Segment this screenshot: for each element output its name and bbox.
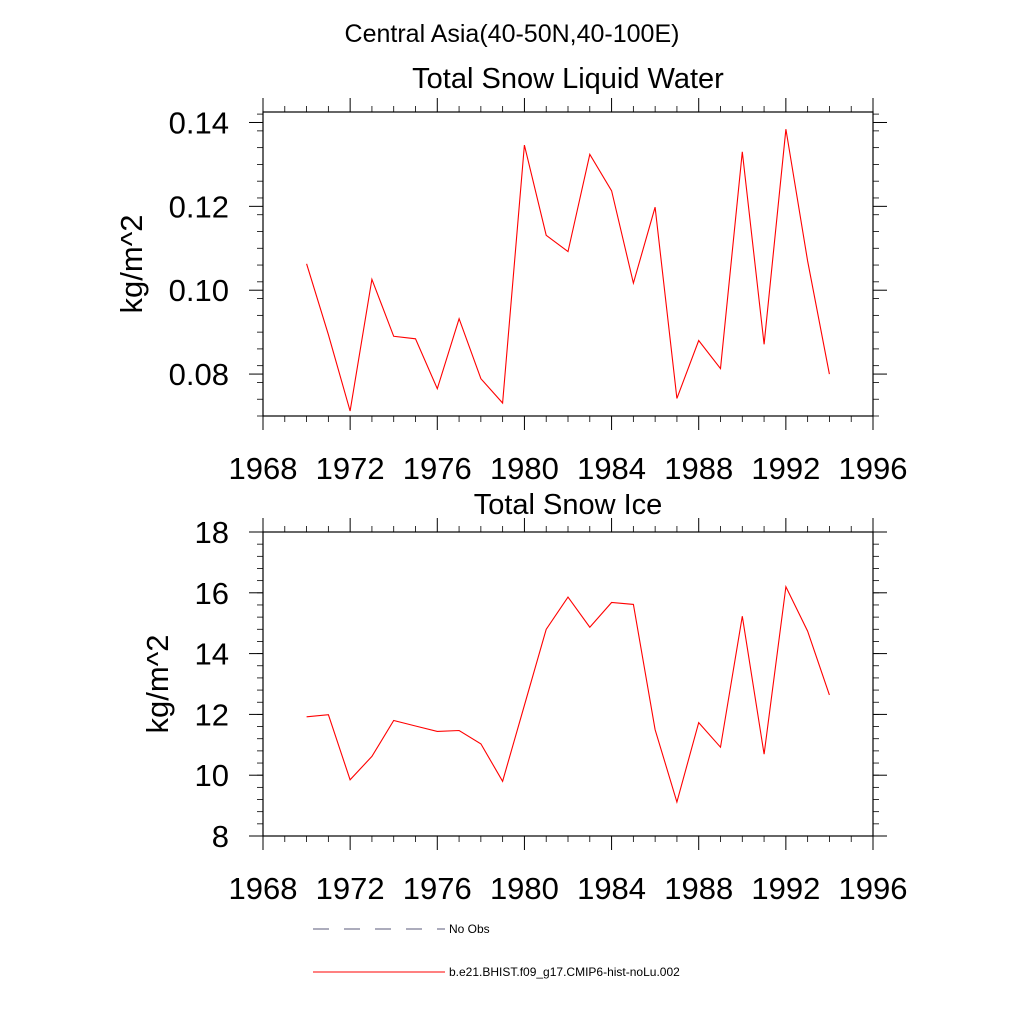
plot-frame	[262, 531, 874, 837]
x-tick-label: 1972	[316, 451, 385, 486]
series-line-1	[306, 584, 830, 804]
plot-frame	[262, 111, 874, 417]
y-tick-label: 0.08	[169, 357, 229, 392]
x-tick-label: 1972	[316, 871, 385, 906]
x-tick-label: 1968	[229, 871, 298, 906]
chart-title: Total Snow Liquid Water	[412, 63, 724, 95]
y-axis-label: kg/m^2	[140, 635, 175, 734]
series-line-1	[306, 129, 830, 412]
legend: No Obs b.e21.BHIST.f09_g17.CMIP6-hist-noL…	[313, 922, 680, 979]
x-tick-label: 1992	[751, 451, 820, 486]
x-tick-label: 1984	[577, 871, 646, 906]
y-axis-label: kg/m^2	[114, 215, 149, 314]
x-tick-label: 1992	[751, 871, 820, 906]
y-tick-label: 0.10	[169, 273, 229, 308]
y-tick-label: 12	[195, 697, 229, 732]
y-tick-label: 18	[195, 515, 229, 550]
legend-label-1: No Obs	[449, 922, 490, 936]
y-tick-label: 0.14	[169, 105, 229, 140]
x-tick-label: 1980	[490, 451, 559, 486]
x-tick-label: 1988	[664, 871, 733, 906]
y-tick-label: 14	[195, 637, 229, 672]
x-tick-label: 1968	[229, 451, 298, 486]
y-tick-label: 16	[195, 576, 229, 611]
chart-panels: Total Snow Liquid Water 1968 1972 1976 1980 1…	[114, 63, 907, 906]
legend-label-2: b.e21.BHIST.f09_g17.CMIP6-hist-noLu.002	[449, 965, 680, 979]
chart-panel-1: Total Snow Liquid Water 1968 1972 1976 1980 1…	[114, 63, 907, 486]
y-tick-label: 8	[212, 819, 229, 854]
x-tick-label: 1984	[577, 451, 646, 486]
x-tick-label: 1980	[490, 871, 559, 906]
x-tick-label: 1976	[403, 871, 472, 906]
x-tick-label: 1996	[839, 871, 908, 906]
figure-suptitle: Central Asia(40-50N,40-100E)	[345, 20, 680, 48]
x-tick-label: 1976	[403, 451, 472, 486]
y-tick-label: 10	[195, 758, 229, 793]
y-tick-label: 0.12	[169, 189, 229, 224]
x-tick-label: 1988	[664, 451, 733, 486]
x-tick-label: 1996	[839, 451, 908, 486]
chart-panel-2: Total Snow Ice 1968 1972 1976 1980 1984 1988 19…	[140, 489, 907, 906]
chart-title: Total Snow Ice	[474, 489, 663, 521]
